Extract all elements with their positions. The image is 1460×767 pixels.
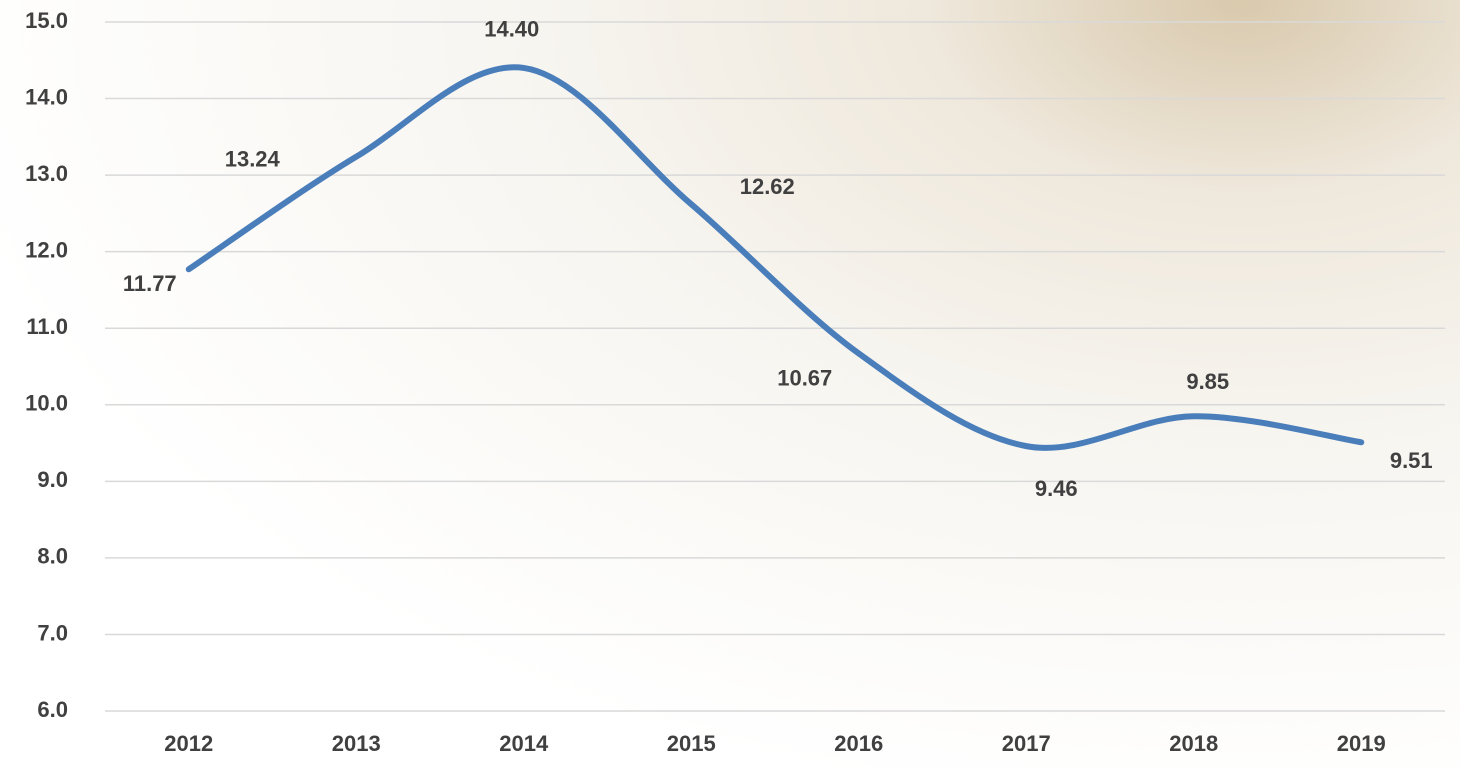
data-label: 11.77 bbox=[123, 271, 177, 296]
y-tick-label: 9.0 bbox=[37, 467, 68, 492]
x-tick-label: 2016 bbox=[834, 731, 883, 756]
x-tick-label: 2015 bbox=[667, 731, 716, 756]
data-label: 14.40 bbox=[484, 17, 539, 42]
y-tick-label: 12.0 bbox=[25, 237, 68, 262]
y-tick-label: 8.0 bbox=[37, 544, 68, 569]
x-tick-label: 2018 bbox=[1169, 731, 1218, 756]
y-tick-label: 14.0 bbox=[25, 84, 68, 109]
data-label: 9.85 bbox=[1186, 369, 1229, 394]
y-tick-label: 13.0 bbox=[25, 161, 68, 186]
data-label: 9.46 bbox=[1035, 476, 1078, 501]
y-tick-label: 15.0 bbox=[25, 8, 68, 33]
data-label: 10.67 bbox=[777, 365, 832, 390]
x-tick-label: 2013 bbox=[332, 731, 381, 756]
data-label: 9.51 bbox=[1390, 448, 1433, 473]
y-tick-label: 7.0 bbox=[37, 620, 68, 645]
data-label: 12.62 bbox=[740, 174, 795, 199]
x-tick-label: 2014 bbox=[499, 731, 549, 756]
y-tick-label: 10.0 bbox=[25, 391, 68, 416]
x-tick-label: 2012 bbox=[164, 731, 213, 756]
x-tick-label: 2017 bbox=[1002, 731, 1051, 756]
y-tick-label: 11.0 bbox=[26, 314, 68, 339]
y-tick-label: 6.0 bbox=[37, 697, 68, 722]
x-tick-label: 2019 bbox=[1337, 731, 1386, 756]
data-label: 13.24 bbox=[225, 147, 281, 172]
line bbox=[185, 64, 1365, 451]
